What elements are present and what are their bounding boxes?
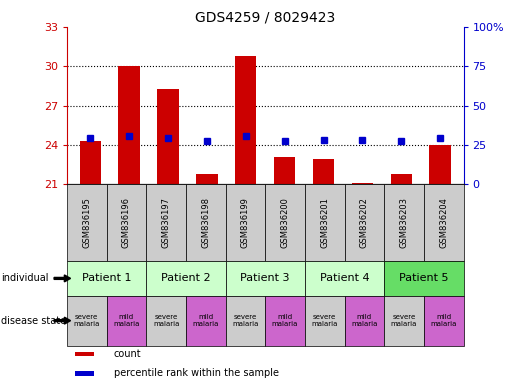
Bar bbox=[424, 184, 464, 261]
Text: GSM836200: GSM836200 bbox=[281, 197, 289, 248]
Text: Patient 2: Patient 2 bbox=[161, 273, 211, 283]
Bar bbox=[186, 184, 226, 261]
Bar bbox=[67, 184, 107, 261]
Text: severe
malaria: severe malaria bbox=[391, 314, 417, 327]
Title: GDS4259 / 8029423: GDS4259 / 8029423 bbox=[195, 10, 335, 24]
Text: mild
malaria: mild malaria bbox=[113, 314, 140, 327]
Text: disease state: disease state bbox=[1, 316, 66, 326]
Bar bbox=[107, 184, 146, 261]
Bar bbox=[186, 296, 226, 346]
Bar bbox=[146, 296, 186, 346]
Bar bbox=[305, 261, 384, 296]
Text: Patient 1: Patient 1 bbox=[82, 273, 131, 283]
Text: Patient 5: Patient 5 bbox=[399, 273, 449, 283]
Text: mild
malaria: mild malaria bbox=[351, 314, 377, 327]
Bar bbox=[313, 159, 334, 184]
Text: GSM836203: GSM836203 bbox=[400, 197, 408, 248]
Text: GSM836202: GSM836202 bbox=[360, 197, 369, 248]
Text: GSM836204: GSM836204 bbox=[439, 197, 448, 248]
Bar bbox=[305, 184, 345, 261]
Text: count: count bbox=[114, 349, 142, 359]
Bar bbox=[345, 184, 384, 261]
Text: GSM836199: GSM836199 bbox=[241, 197, 250, 248]
Bar bbox=[384, 296, 424, 346]
Text: percentile rank within the sample: percentile rank within the sample bbox=[114, 368, 279, 378]
Text: GSM836195: GSM836195 bbox=[82, 197, 91, 248]
Text: severe
malaria: severe malaria bbox=[153, 314, 179, 327]
Text: GSM836201: GSM836201 bbox=[320, 197, 329, 248]
Bar bbox=[424, 296, 464, 346]
Bar bbox=[226, 296, 265, 346]
Text: mild
malaria: mild malaria bbox=[272, 314, 298, 327]
Bar bbox=[305, 296, 345, 346]
Text: Patient 4: Patient 4 bbox=[320, 273, 369, 283]
Text: individual: individual bbox=[1, 273, 48, 283]
Bar bbox=[384, 184, 424, 261]
Bar bbox=[265, 184, 305, 261]
Bar bbox=[67, 296, 107, 346]
Text: severe
malaria: severe malaria bbox=[312, 314, 338, 327]
Text: severe
malaria: severe malaria bbox=[232, 314, 259, 327]
Bar bbox=[146, 184, 186, 261]
Bar bbox=[118, 66, 140, 184]
Bar bbox=[430, 145, 451, 184]
Bar bbox=[80, 141, 101, 184]
Bar bbox=[274, 157, 296, 184]
Text: severe
malaria: severe malaria bbox=[74, 314, 100, 327]
Text: mild
malaria: mild malaria bbox=[193, 314, 219, 327]
Bar bbox=[390, 174, 412, 184]
Bar bbox=[107, 296, 146, 346]
Text: GSM836198: GSM836198 bbox=[201, 197, 210, 248]
Text: GSM836196: GSM836196 bbox=[122, 197, 131, 248]
Text: mild
malaria: mild malaria bbox=[431, 314, 457, 327]
Bar bbox=[75, 352, 94, 356]
Text: GSM836197: GSM836197 bbox=[162, 197, 170, 248]
Text: Patient 3: Patient 3 bbox=[241, 273, 290, 283]
Bar bbox=[384, 261, 464, 296]
Bar bbox=[352, 183, 373, 184]
Bar bbox=[345, 296, 384, 346]
Bar bbox=[75, 371, 94, 376]
Bar bbox=[235, 56, 256, 184]
Bar bbox=[226, 184, 265, 261]
Bar bbox=[265, 296, 305, 346]
Bar bbox=[146, 261, 226, 296]
Bar bbox=[226, 261, 305, 296]
Bar bbox=[196, 174, 218, 184]
Bar bbox=[67, 261, 146, 296]
Bar bbox=[158, 89, 179, 184]
